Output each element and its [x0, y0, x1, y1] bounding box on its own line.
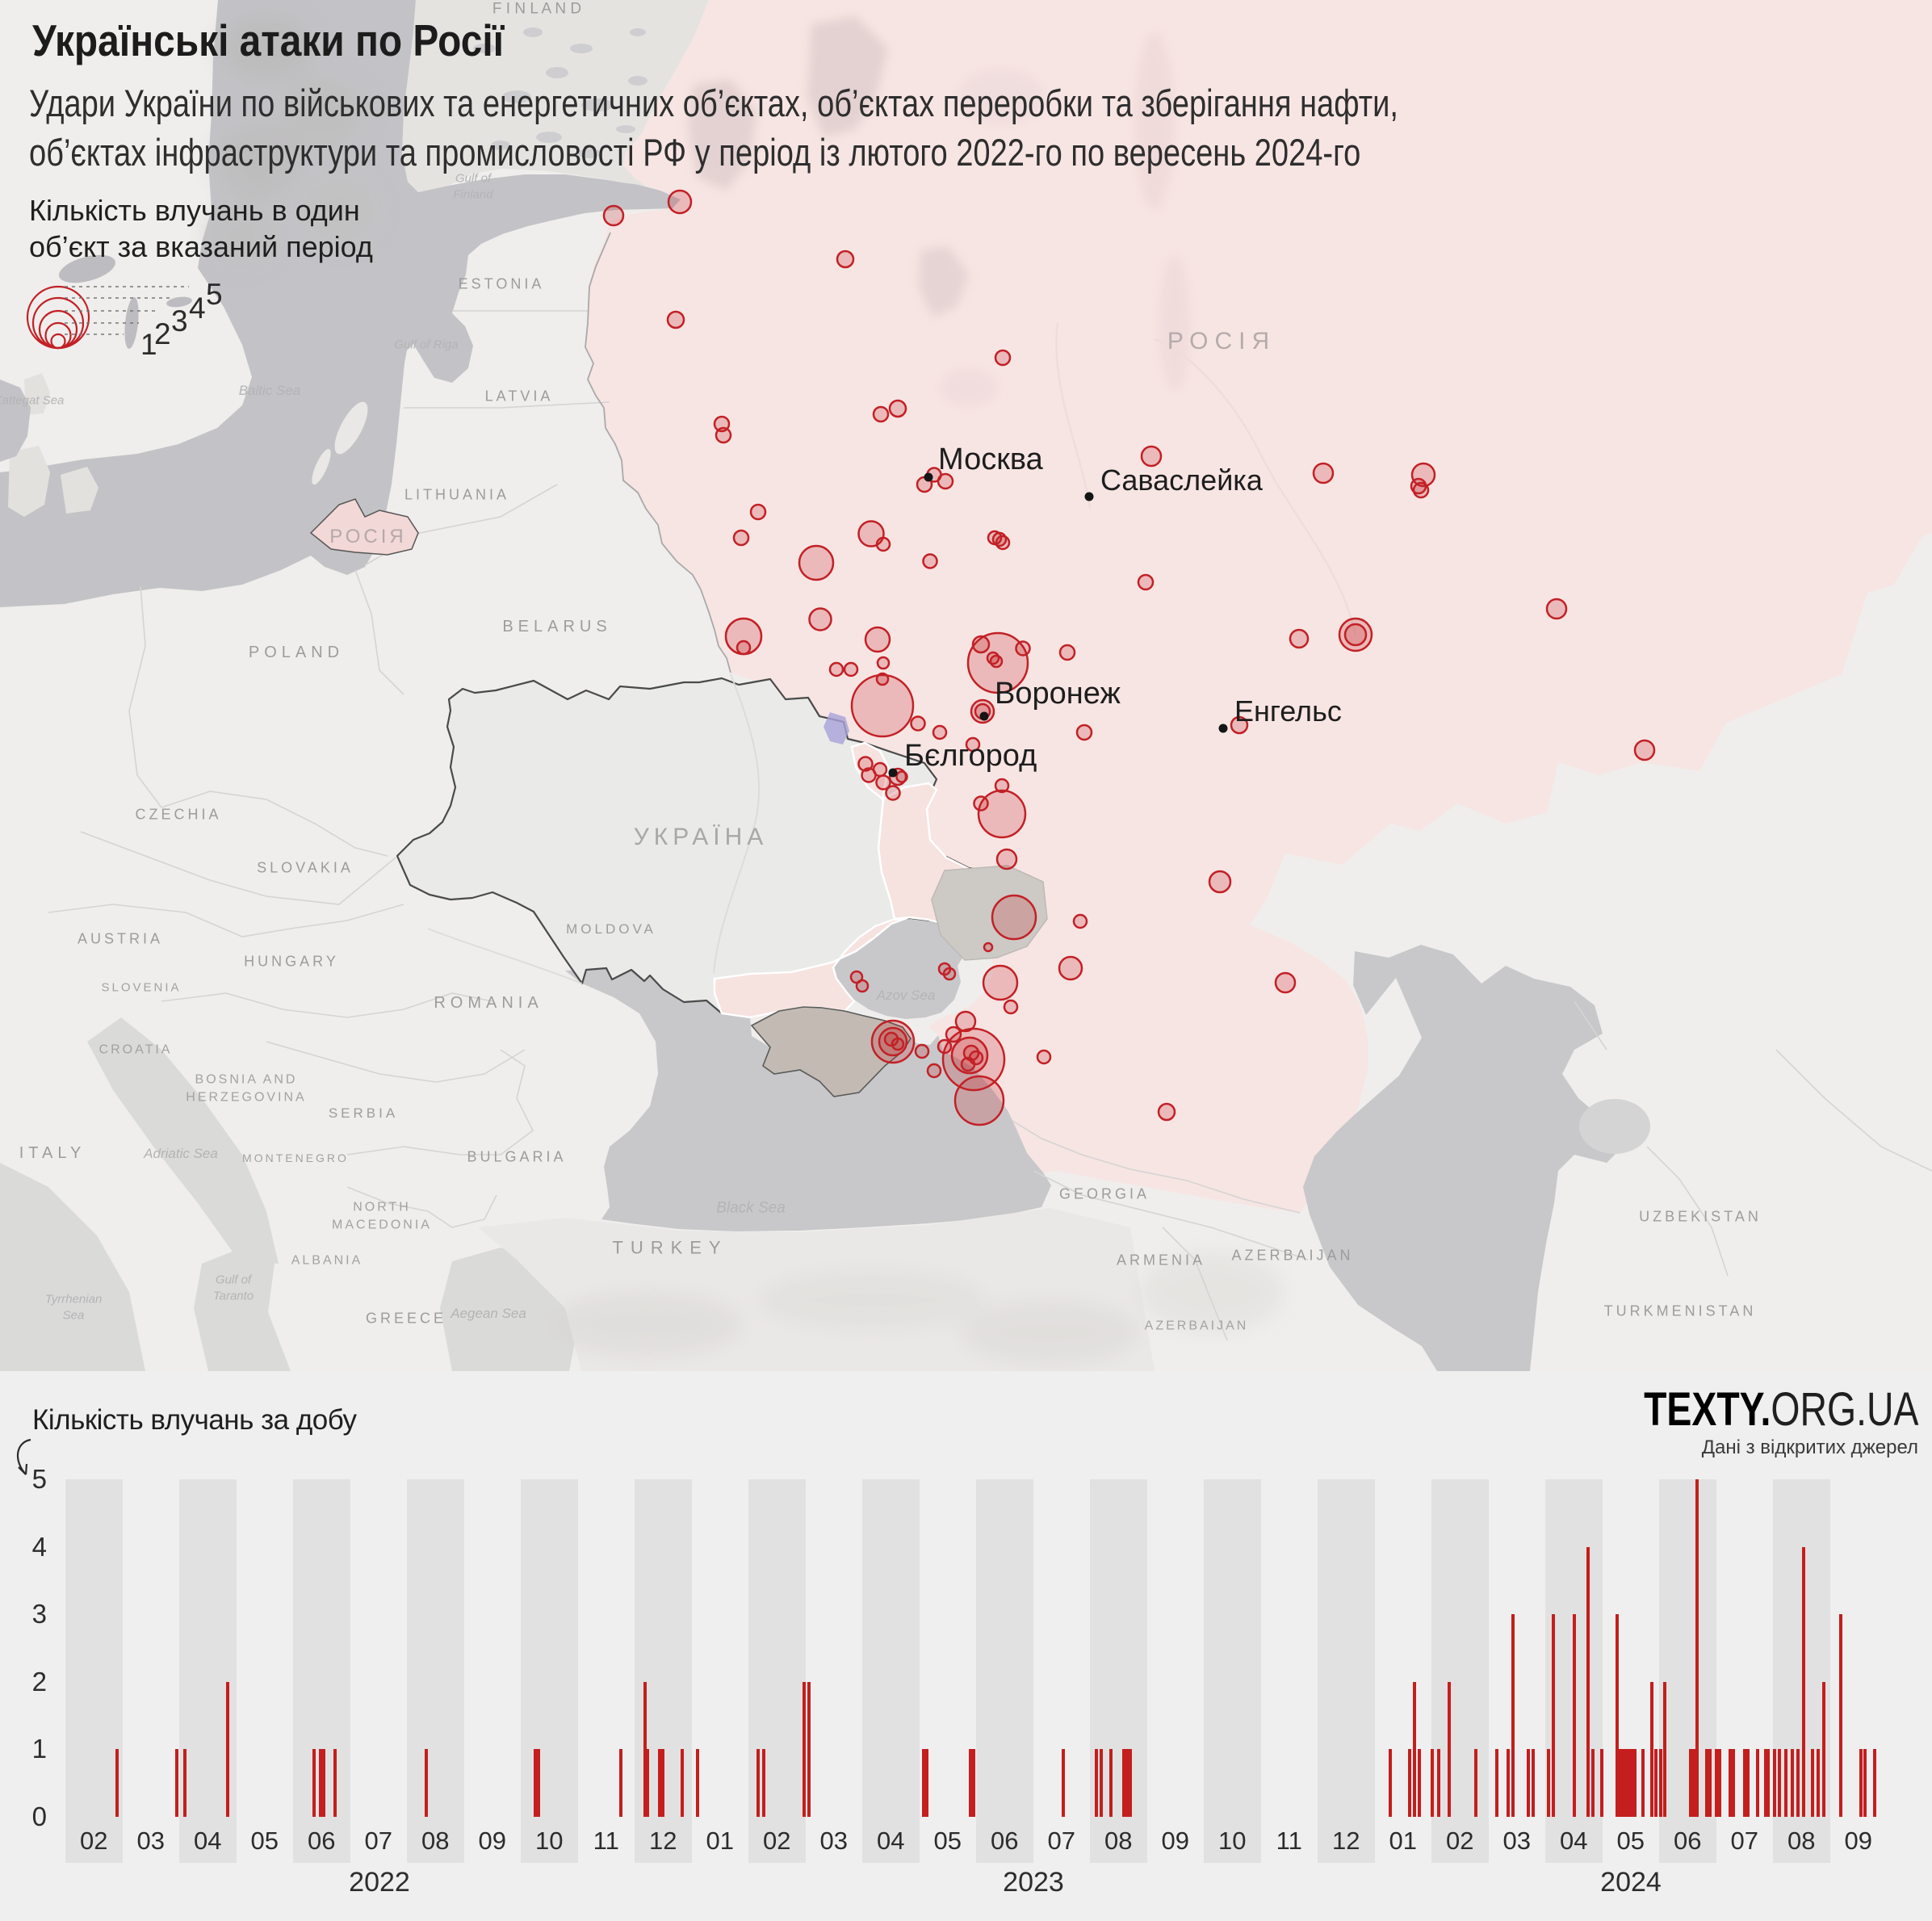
svg-text:SERBIA: SERBIA — [329, 1105, 398, 1121]
svg-text:SLOVAKIA: SLOVAKIA — [257, 859, 354, 875]
svg-text:Gulf of Riga: Gulf of Riga — [394, 338, 458, 351]
svg-text:BOSNIA AND: BOSNIA AND — [195, 1073, 298, 1087]
svg-text:Sea: Sea — [63, 1308, 85, 1322]
svg-text:Енгельс: Енгельс — [1234, 694, 1342, 728]
svg-text:SLOVENIA: SLOVENIA — [101, 980, 181, 994]
svg-text:TURKEY: TURKEY — [612, 1238, 727, 1258]
svg-text:Бєлгород: Бєлгород — [904, 739, 1037, 773]
svg-text:AZERBAIJAN: AZERBAIJAN — [1231, 1247, 1353, 1263]
svg-text:4: 4 — [189, 292, 206, 325]
svg-text:Azov Sea: Azov Sea — [876, 988, 936, 1003]
svg-text:ROMANIA: ROMANIA — [434, 994, 543, 1012]
svg-text:Taranto: Taranto — [213, 1289, 254, 1302]
svg-text:Gulf of: Gulf of — [216, 1273, 253, 1286]
svg-text:ARMENIA: ARMENIA — [1117, 1252, 1205, 1268]
svg-text:AZERBAIJAN: AZERBAIJAN — [1145, 1319, 1249, 1333]
svg-text:BULGARIA: BULGARIA — [467, 1148, 566, 1164]
svg-text:1: 1 — [140, 328, 157, 361]
svg-text:LITHUANIA: LITHUANIA — [404, 486, 509, 502]
svg-text:РОСІЯ: РОСІЯ — [329, 526, 406, 547]
svg-text:HERZEGOVINA: HERZEGOVINA — [186, 1091, 306, 1105]
svg-text:CROATIA: CROATIA — [99, 1043, 173, 1057]
svg-text:POLAND: POLAND — [249, 644, 344, 661]
svg-text:Adriatic Sea: Adriatic Sea — [143, 1146, 218, 1161]
svg-text:Finland: Finland — [453, 187, 493, 201]
svg-text:Tyrrhenian: Tyrrhenian — [45, 1292, 103, 1306]
svg-text:Aegean Sea: Aegean Sea — [450, 1306, 526, 1321]
svg-text:NORTH: NORTH — [353, 1201, 411, 1214]
svg-text:ESTONIA: ESTONIA — [459, 275, 545, 292]
svg-text:AUSTRIA: AUSTRIA — [78, 930, 163, 946]
svg-text:РОСІЯ: РОСІЯ — [1167, 328, 1276, 354]
svg-text:Москва: Москва — [938, 443, 1044, 476]
svg-text:Black Sea: Black Sea — [716, 1200, 786, 1217]
svg-text:HUNGARY: HUNGARY — [244, 953, 339, 969]
svg-text:TURKMENISTAN: TURKMENISTAN — [1604, 1302, 1757, 1319]
svg-text:GREECE: GREECE — [366, 1310, 446, 1326]
svg-text:3: 3 — [171, 304, 188, 338]
svg-text:Kattegat Sea: Kattegat Sea — [0, 393, 64, 407]
svg-text:УКРАЇНА: УКРАЇНА — [634, 824, 769, 850]
svg-text:MONTENEGRO: MONTENEGRO — [242, 1151, 349, 1164]
svg-text:Саваслейка: Саваслейка — [1100, 463, 1264, 497]
svg-text:UZBEKISTAN: UZBEKISTAN — [1639, 1208, 1762, 1224]
svg-text:ALBANIA: ALBANIA — [291, 1254, 363, 1268]
svg-text:MACEDONIA: MACEDONIA — [332, 1218, 432, 1232]
svg-text:Baltic Sea: Baltic Sea — [239, 383, 301, 398]
svg-text:GEORGIA: GEORGIA — [1059, 1185, 1150, 1202]
svg-text:ITALY: ITALY — [19, 1144, 86, 1162]
svg-text:5: 5 — [206, 278, 223, 311]
svg-text:BELARUS: BELARUS — [502, 618, 611, 635]
svg-text:2: 2 — [154, 317, 171, 350]
svg-text:MOLDOVA: MOLDOVA — [566, 921, 656, 937]
svg-text:Воронеж: Воронеж — [995, 677, 1121, 711]
svg-text:LATVIA: LATVIA — [485, 388, 554, 404]
svg-text:F I N L A N D: F I N L A N D — [492, 1, 581, 18]
svg-text:CZECHIA: CZECHIA — [135, 806, 221, 822]
svg-text:Gulf of: Gulf of — [455, 171, 492, 185]
